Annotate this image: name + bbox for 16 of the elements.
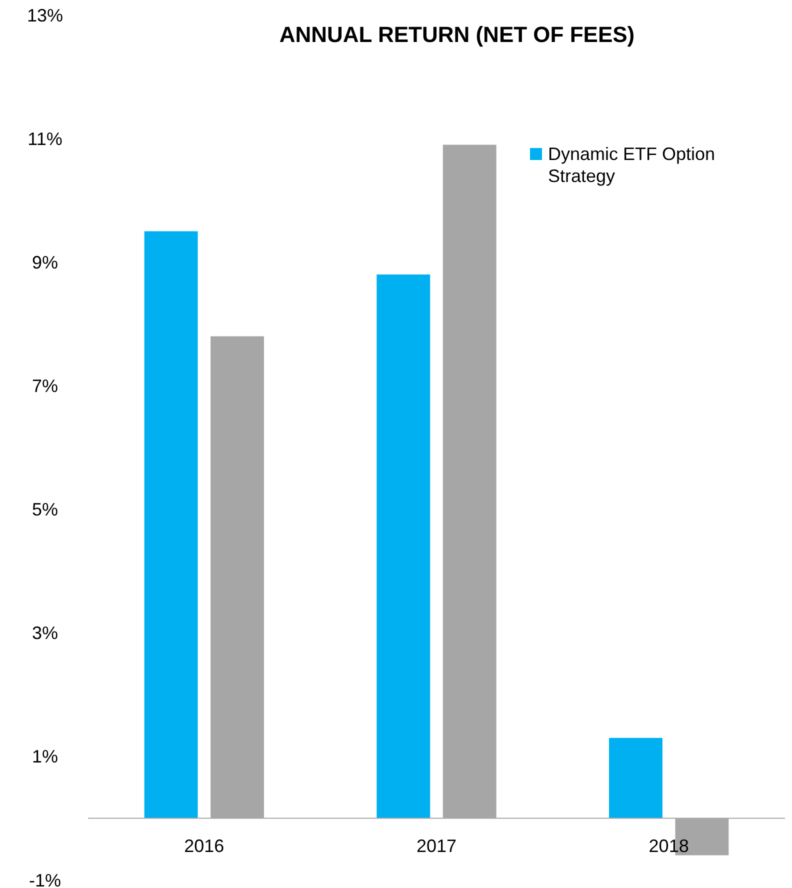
y-tick-label: 1% xyxy=(32,746,58,767)
y-tick-label: 3% xyxy=(32,623,58,644)
y-tick-label: -1% xyxy=(28,870,62,888)
legend-label: Dynamic ETF Option Strategy xyxy=(548,144,716,186)
bar xyxy=(144,231,198,818)
x-tick-label: 2016 xyxy=(184,836,224,856)
y-tick-label: 7% xyxy=(32,376,58,396)
x-tick-label: 2017 xyxy=(416,836,457,856)
x-tick-label: 2018 xyxy=(648,836,689,856)
y-tick-label: 11% xyxy=(28,128,62,149)
bar xyxy=(609,738,662,818)
y-tick-label: 13% xyxy=(26,5,64,26)
bar xyxy=(376,274,430,818)
y-tick-label: 5% xyxy=(32,500,58,520)
chart-title: ANNUAL RETURN (NET OF FEES) xyxy=(279,22,635,47)
y-tick-label: 9% xyxy=(32,252,58,272)
